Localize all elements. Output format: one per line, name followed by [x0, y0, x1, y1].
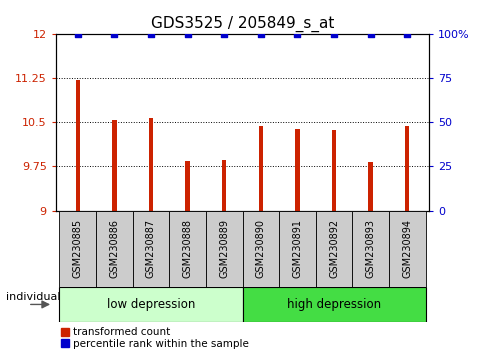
Text: GSM230885: GSM230885 [73, 219, 83, 278]
Bar [112, 120, 116, 211]
Bar [206, 211, 242, 287]
Point [110, 31, 118, 36]
Point [183, 31, 191, 36]
Bar [242, 211, 278, 287]
Bar [351, 211, 388, 287]
Bar [149, 118, 153, 211]
Text: high depression: high depression [287, 298, 380, 311]
Text: low depression: low depression [106, 298, 195, 311]
Bar [169, 211, 206, 287]
Text: GSM230888: GSM230888 [182, 219, 192, 278]
Text: individual: individual [6, 292, 60, 302]
Bar [60, 211, 96, 287]
Text: GSM230887: GSM230887 [146, 219, 156, 278]
Bar [315, 211, 351, 287]
Bar [295, 129, 299, 211]
Text: GSM230890: GSM230890 [255, 219, 265, 278]
Point [147, 31, 154, 36]
Point [330, 31, 337, 36]
Point [403, 31, 410, 36]
Bar [185, 161, 189, 211]
Bar [368, 162, 372, 211]
Text: GSM230891: GSM230891 [292, 219, 302, 278]
Bar [242, 287, 424, 322]
Point [293, 31, 301, 36]
Point [74, 31, 81, 36]
Bar [258, 126, 262, 211]
Point [220, 31, 227, 36]
Bar [76, 80, 80, 211]
Bar [60, 287, 242, 322]
Text: GSM230892: GSM230892 [328, 219, 338, 278]
Bar [331, 130, 335, 211]
Point [257, 31, 264, 36]
Legend: transformed count, percentile rank within the sample: transformed count, percentile rank withi… [61, 327, 249, 349]
Text: GSM230893: GSM230893 [365, 219, 375, 278]
Bar [278, 211, 315, 287]
Bar [388, 211, 424, 287]
Text: GSM230889: GSM230889 [219, 219, 229, 278]
Title: GDS3525 / 205849_s_at: GDS3525 / 205849_s_at [151, 16, 333, 32]
Bar [222, 160, 226, 211]
Point [366, 31, 374, 36]
Bar [404, 126, 408, 211]
Bar [133, 211, 169, 287]
Bar [96, 211, 133, 287]
Text: GSM230886: GSM230886 [109, 219, 119, 278]
Text: GSM230894: GSM230894 [401, 219, 411, 278]
